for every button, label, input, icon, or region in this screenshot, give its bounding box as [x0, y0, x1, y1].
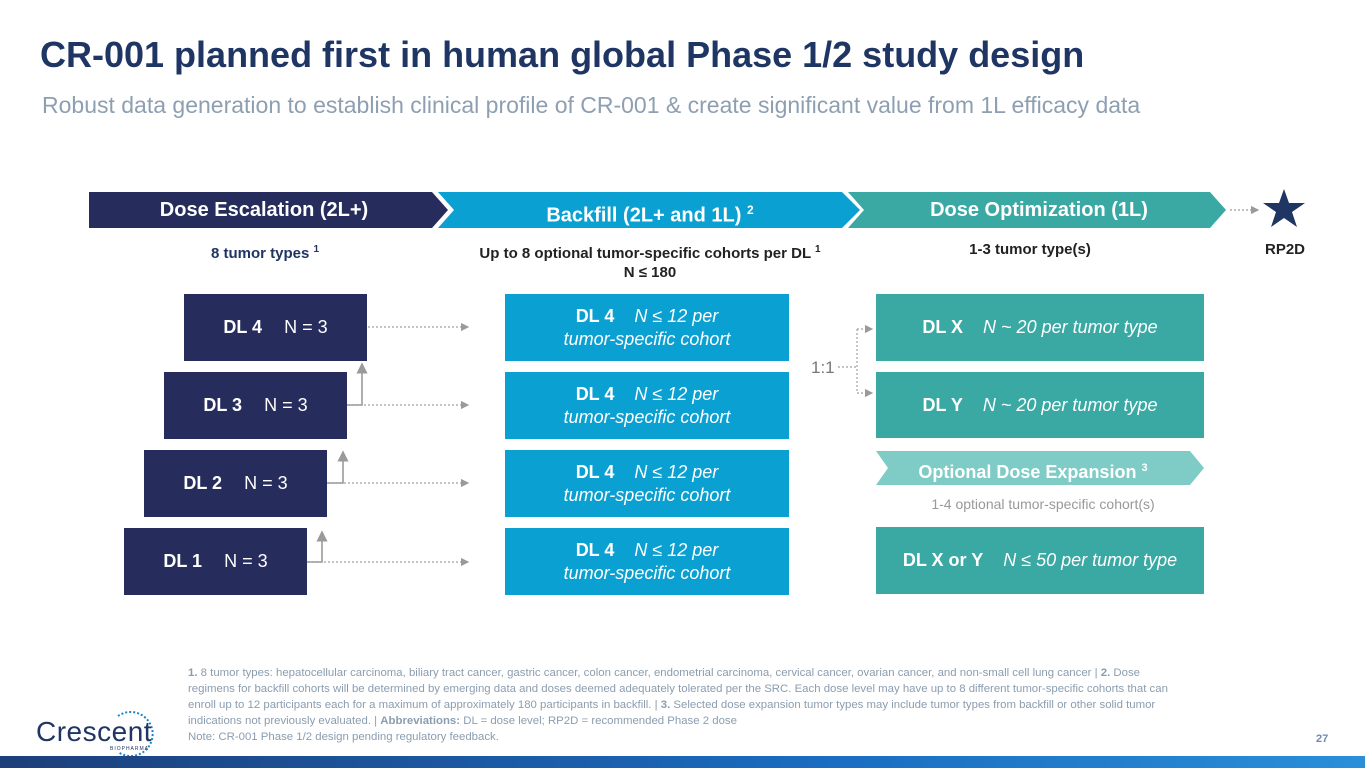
logo: Crescent — [36, 716, 153, 747]
escalation-subheading: 8 tumor types 1 — [210, 244, 320, 262]
optional-expansion-label: Optional Dose Expansion 3 — [918, 462, 1148, 482]
page-number: 27 — [1316, 733, 1329, 745]
phase-backfill-label: Backfill (2L+ and 1L) 2 — [546, 203, 754, 227]
rp2d-star-icon — [1263, 189, 1305, 227]
optional-expansion-note: 1-4 optional tumor-specific cohort(s) — [931, 496, 1155, 512]
page-subtitle: Robust data generation to establish clin… — [42, 92, 1141, 118]
bottom-bar — [0, 756, 1365, 768]
phase-arrow-backfill — [438, 192, 860, 228]
logo-mark-icon — [117, 711, 154, 757]
optimization-subheading: 1-3 tumor type(s) — [969, 241, 1091, 258]
optional-expansion-chevron — [876, 451, 1204, 485]
phase-arrow-optimization — [848, 192, 1226, 228]
randomization-ratio: 1:1 — [811, 358, 835, 377]
phase-arrow-escalation — [89, 192, 448, 228]
page-title: CR-001 planned first in human global Pha… — [40, 34, 1085, 75]
rp2d-label: RP2D — [1264, 241, 1305, 258]
logo-subtext: BIOPHARMA — [110, 746, 150, 752]
backfill-subheading: Up to 8 optional tumor-specific cohorts … — [479, 244, 821, 281]
footnotes: 1. 8 tumor types: hepatocellular carcino… — [188, 667, 1168, 743]
phase-escalation-label: Dose Escalation (2L+) — [159, 199, 369, 221]
phase-optimization-label: Dose Optimization (1L) — [930, 199, 1148, 221]
